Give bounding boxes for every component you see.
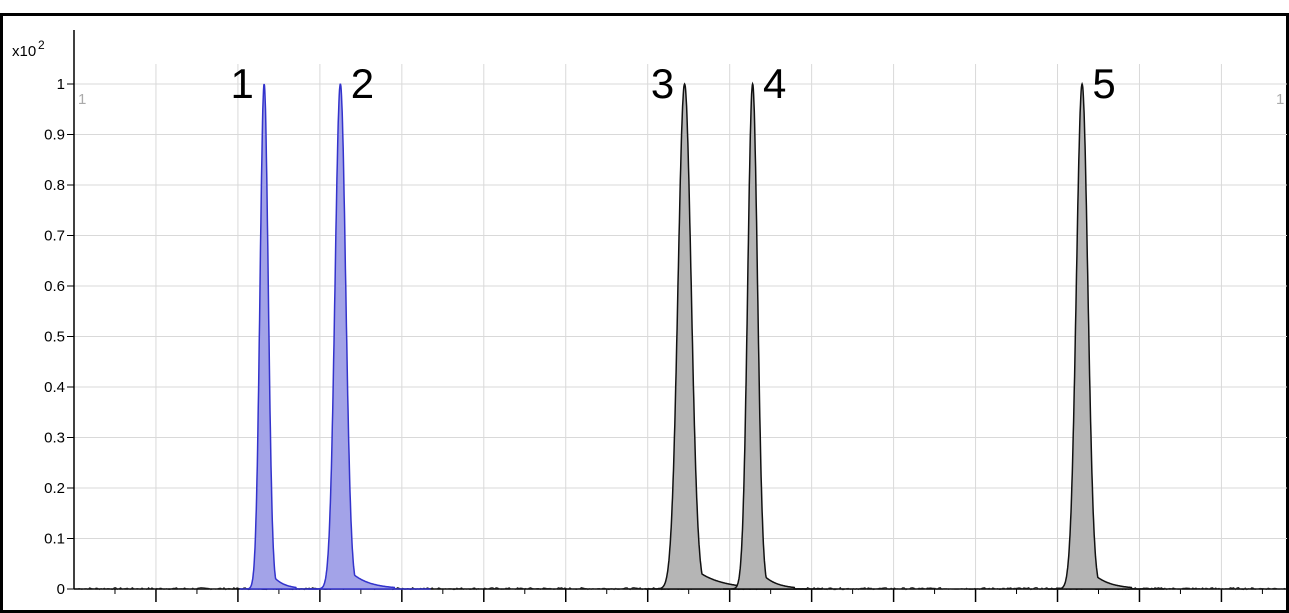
y-multiplier-label: x10 — [12, 43, 36, 60]
peak-5 — [1047, 81, 1165, 590]
y-tick-label: 0.2 — [44, 480, 65, 497]
y-tick-label: 0.4 — [44, 379, 65, 396]
corner-label-left: 1 — [78, 91, 86, 108]
peak-label-1: 1 — [230, 60, 253, 107]
corner-label-right: 1 — [1276, 91, 1284, 108]
y-tick-label: 0.5 — [44, 329, 65, 346]
y-tick-label: 0 — [57, 581, 65, 598]
peak-label-5: 5 — [1092, 60, 1115, 107]
peak-4 — [723, 81, 823, 590]
y-tick-label: 1 — [57, 76, 65, 93]
peak-2 — [308, 83, 431, 590]
peak-label-3: 3 — [651, 60, 674, 107]
y-tick-label: 0.6 — [44, 278, 65, 295]
y-tick-label: 0.7 — [44, 228, 65, 245]
y-multiplier-exponent: 2 — [38, 38, 45, 52]
peak-label-2: 2 — [351, 60, 374, 107]
y-tick-label: 0.3 — [44, 430, 65, 447]
peak-1 — [239, 83, 318, 590]
y-tick-label: 0.1 — [44, 531, 65, 548]
y-tick-label: 0.8 — [44, 177, 65, 194]
y-tick-label: 0.9 — [44, 127, 65, 144]
peak-label-4: 4 — [763, 60, 786, 107]
